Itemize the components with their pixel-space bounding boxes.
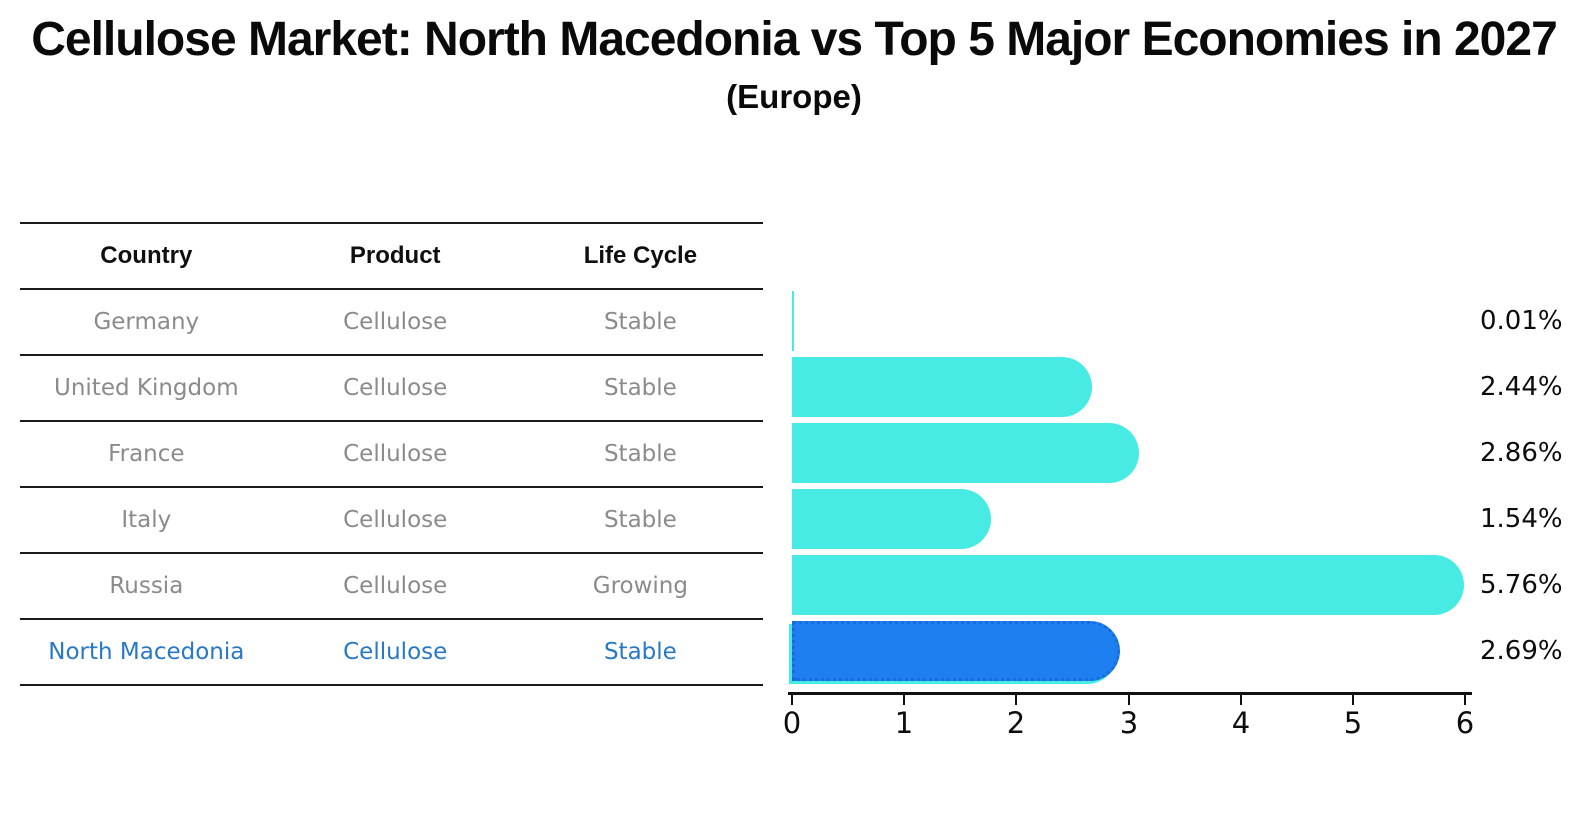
x-tick-label: 1 — [894, 706, 914, 740]
product-cell: Cellulose — [343, 375, 448, 401]
value-label: 2.86% — [1480, 438, 1563, 468]
bar-united-kingdom — [792, 357, 1092, 417]
product-cell: Cellulose — [343, 639, 448, 665]
value-label: 2.69% — [1480, 636, 1563, 666]
country-table: Country Product Life Cycle Germany Cellu… — [20, 222, 763, 686]
x-axis-tick — [1464, 695, 1466, 705]
table-row: United Kingdom Cellulose Stable — [20, 356, 763, 422]
chart-title: Cellulose Market: North Macedonia vs Top… — [31, 13, 1558, 66]
x-axis-tick — [903, 695, 905, 705]
life-cycle-cell: Stable — [603, 309, 677, 335]
life-cycle-cell: Stable — [603, 375, 677, 401]
country-cell: France — [108, 441, 185, 467]
x-axis-line — [788, 692, 1472, 695]
x-tick-label: 4 — [1231, 706, 1251, 740]
table-row-north-macedonia: North Macedonia Cellulose Stable — [20, 620, 763, 686]
life-cycle-cell: Growing — [592, 573, 688, 599]
column-header-country: Country — [100, 242, 193, 269]
value-label: 1.54% — [1480, 504, 1563, 534]
column-header-product: Product — [349, 242, 441, 269]
bar-italy — [792, 489, 991, 549]
x-tick-label: 3 — [1119, 706, 1139, 740]
country-cell: United Kingdom — [54, 375, 239, 401]
country-cell: Russia — [109, 573, 184, 599]
country-cell: Germany — [93, 309, 200, 335]
column-header-life-cycle: Life Cycle — [583, 242, 698, 269]
x-axis-tick — [1352, 695, 1354, 705]
value-label: 0.01% — [1480, 306, 1563, 336]
table-row: Russia Cellulose Growing — [20, 554, 763, 620]
x-tick-label: 5 — [1343, 706, 1363, 740]
country-cell: North Macedonia — [48, 639, 245, 665]
x-tick-label: 6 — [1455, 706, 1475, 740]
table-header-row: Country Product Life Cycle — [20, 224, 763, 290]
chart-subtitle: (Europe) — [726, 78, 862, 115]
bar-germany — [792, 291, 794, 351]
life-cycle-cell: Stable — [603, 441, 677, 467]
bar-france — [792, 423, 1139, 483]
table-row: Italy Cellulose Stable — [20, 488, 763, 554]
bar-russia — [792, 555, 1464, 615]
bar-north-macedonia — [792, 621, 1120, 681]
x-axis-tick — [1128, 695, 1130, 705]
x-tick-label: 0 — [782, 706, 802, 740]
country-cell: Italy — [121, 507, 172, 533]
product-cell: Cellulose — [343, 573, 448, 599]
x-axis-tick — [1015, 695, 1017, 705]
x-tick-label: 2 — [1006, 706, 1026, 740]
product-cell: Cellulose — [343, 441, 448, 467]
product-cell: Cellulose — [343, 309, 448, 335]
x-axis-tick — [791, 695, 793, 705]
value-label: 2.44% — [1480, 372, 1563, 402]
product-cell: Cellulose — [343, 507, 448, 533]
x-axis-tick — [1240, 695, 1242, 705]
table-row: Germany Cellulose Stable — [20, 290, 763, 356]
life-cycle-cell: Stable — [603, 639, 677, 665]
table-row: France Cellulose Stable — [20, 422, 763, 488]
value-label: 5.76% — [1480, 570, 1563, 600]
life-cycle-cell: Stable — [603, 507, 677, 533]
